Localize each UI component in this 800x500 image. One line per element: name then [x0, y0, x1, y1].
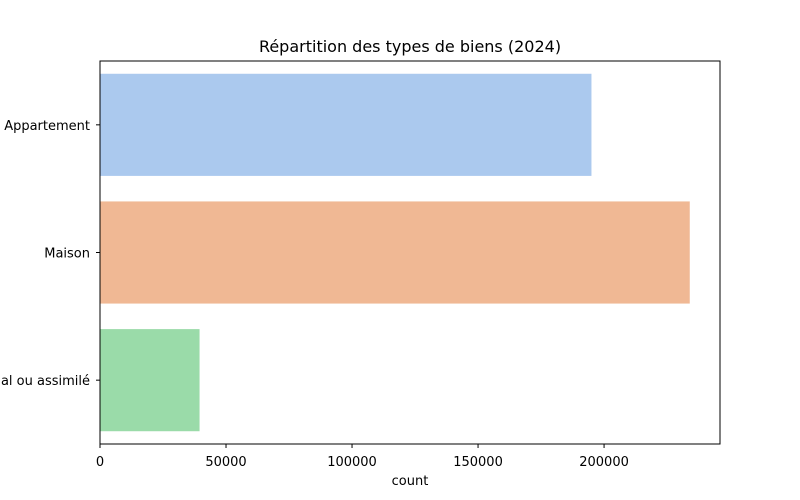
bar-0	[100, 73, 592, 176]
x-tick-label-1: 50000	[205, 455, 246, 470]
bars-group	[100, 73, 690, 432]
y-tick-label-0: Appartement	[4, 119, 90, 134]
x-tick-label-2: 100000	[327, 455, 377, 470]
x-tick-label-4: 200000	[579, 455, 629, 470]
bar-1	[100, 201, 690, 304]
x-axis-ticks: 0 50000 100000 150000 200000	[96, 444, 629, 470]
bar-2	[100, 329, 200, 432]
y-tick-label-2: Local industriel. commercial ou assimilé	[0, 374, 90, 389]
x-tick-label-0: 0	[96, 455, 104, 470]
y-tick-label-1: Maison	[44, 247, 90, 262]
x-axis-label: count	[392, 474, 429, 489]
chart-title: Répartition des types de biens (2024)	[259, 37, 561, 56]
y-axis-ticks: Appartement Maison Local industriel. comme…	[0, 119, 100, 389]
x-tick-label-3: 150000	[453, 455, 503, 470]
